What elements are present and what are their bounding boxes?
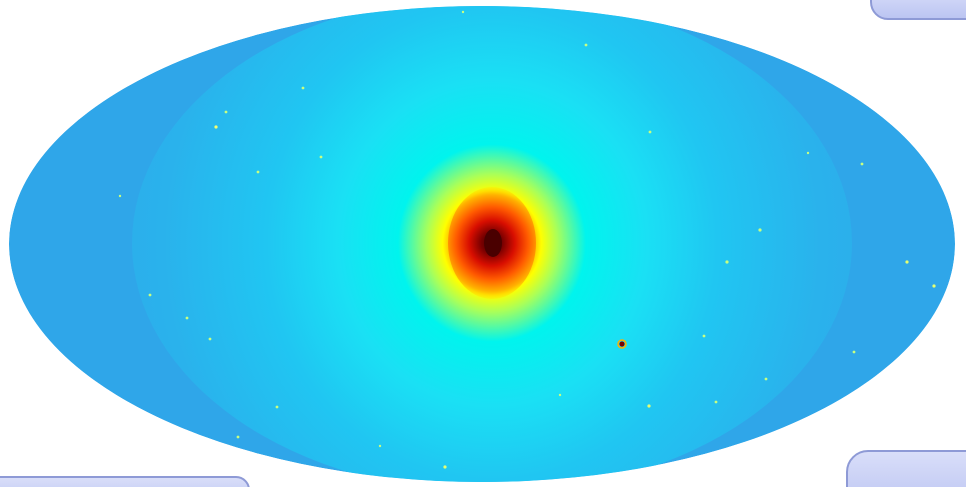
point-source bbox=[378, 444, 382, 448]
point-source bbox=[461, 10, 465, 14]
point-source bbox=[932, 284, 936, 288]
point-source bbox=[236, 435, 240, 439]
bright-point-source-ring bbox=[617, 339, 627, 349]
point-source bbox=[443, 465, 447, 469]
point-source bbox=[852, 350, 856, 354]
point-source bbox=[860, 162, 864, 166]
point-source bbox=[148, 293, 152, 297]
point-source bbox=[214, 125, 218, 129]
point-source bbox=[208, 337, 212, 341]
point-sources bbox=[118, 10, 936, 469]
point-source bbox=[648, 130, 652, 134]
point-source bbox=[764, 377, 768, 381]
corner-panel-bottom-right bbox=[846, 450, 966, 487]
point-source bbox=[224, 110, 228, 114]
point-source bbox=[301, 86, 305, 90]
point-source bbox=[256, 170, 260, 174]
point-source bbox=[905, 260, 909, 264]
corner-panel-bottom-left bbox=[0, 476, 250, 487]
point-source bbox=[647, 404, 651, 408]
bright-point-source bbox=[619, 341, 625, 347]
point-source bbox=[185, 316, 189, 320]
corner-panel-top-right bbox=[870, 0, 966, 20]
point-source bbox=[806, 151, 810, 155]
point-source bbox=[725, 260, 729, 264]
point-source bbox=[758, 228, 762, 232]
sky-map-body bbox=[9, 6, 955, 482]
point-source bbox=[118, 194, 122, 198]
point-source bbox=[584, 43, 588, 47]
point-source bbox=[319, 155, 323, 159]
point-source bbox=[702, 334, 706, 338]
point-source bbox=[714, 400, 718, 404]
point-source bbox=[558, 393, 562, 397]
point-source bbox=[275, 405, 279, 409]
core-peak bbox=[484, 229, 502, 257]
